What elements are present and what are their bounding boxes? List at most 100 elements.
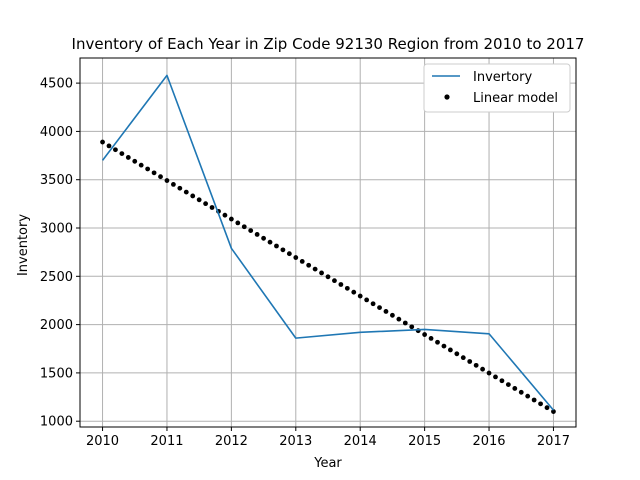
- linear-model-point: [370, 301, 376, 307]
- linear-model-point: [551, 409, 556, 414]
- linear-model-point: [351, 289, 357, 295]
- y-tick-label: 4500: [40, 77, 73, 92]
- x-tick-label: 2015: [408, 434, 441, 449]
- series-layer: [100, 74, 556, 414]
- linear-model-point: [422, 332, 428, 337]
- linear-model-point: [447, 347, 453, 353]
- linear-model-point: [145, 166, 151, 172]
- linear-model-point: [357, 293, 363, 299]
- linear-model-point: [125, 155, 131, 160]
- linear-model-point: [332, 278, 337, 284]
- x-axis-label: Year: [313, 456, 342, 471]
- linear-model-point: [261, 235, 266, 241]
- ticks: 2010 2011 2012 2013 2014 2015 2016 2017 1000 1500…: [40, 77, 570, 449]
- linear-model-point: [383, 309, 389, 314]
- linear-model-point: [428, 335, 434, 341]
- linear-model-point: [190, 193, 196, 199]
- linear-model-point: [377, 305, 382, 310]
- x-tick-label: 2011: [150, 434, 183, 449]
- linear-model-point: [299, 258, 305, 264]
- linear-model-point: [518, 389, 524, 395]
- grid: [80, 58, 576, 427]
- linear-model-point: [183, 189, 189, 195]
- x-tick-label: 2013: [279, 434, 312, 449]
- legend-box: [423, 63, 571, 113]
- x-tick-label: 2010: [86, 434, 119, 449]
- y-tick-label: 2000: [40, 318, 73, 333]
- linear-model-point: [325, 274, 331, 280]
- linear-model-point: [493, 374, 498, 380]
- linear-model-point: [531, 397, 537, 403]
- linear-model-point: [512, 386, 518, 391]
- y-tick-label: 3000: [40, 222, 73, 237]
- linear-model-point: [158, 174, 163, 180]
- y-axis-label: Inventory: [16, 214, 31, 276]
- linear-model-point: [132, 158, 138, 164]
- linear-model-point: [460, 355, 466, 361]
- linear-model-point: [254, 232, 260, 237]
- linear-model-point: [364, 297, 370, 303]
- x-tick-label: 2017: [537, 434, 570, 449]
- legend: Invertory Linear model: [423, 63, 571, 113]
- linear-model-point: [435, 339, 440, 345]
- linear-model-point: [473, 362, 479, 368]
- linear-model-point: [248, 228, 254, 233]
- linear-model-point: [209, 205, 215, 210]
- linear-model-point: [293, 255, 299, 260]
- linear-model-point: [100, 139, 105, 145]
- linear-model-point: [312, 266, 318, 272]
- linear-model-point: [228, 216, 234, 222]
- linear-model-point: [267, 239, 273, 245]
- linear-model-point: [113, 147, 118, 153]
- chart-title: Inventory of Each Year in Zip Code 92130…: [72, 35, 585, 53]
- legend-dot-swatch: [444, 94, 450, 100]
- linear-model-point: [402, 320, 408, 326]
- x-tick-label: 2016: [472, 434, 505, 449]
- linear-model-point: [480, 366, 485, 372]
- linear-model-point: [538, 401, 543, 407]
- linear-model-point: [235, 220, 241, 226]
- linear-model-point: [203, 201, 209, 207]
- linear-model-point: [222, 212, 228, 218]
- x-tick-label: 2014: [344, 434, 377, 449]
- linear-model-point: [164, 178, 170, 183]
- linear-model-point: [409, 324, 415, 330]
- y-tick-label: 4000: [40, 125, 73, 140]
- linear-model-point: [505, 382, 511, 387]
- linear-model-point: [106, 143, 112, 149]
- plot-frame: [79, 57, 577, 428]
- linear-model-point: [196, 197, 202, 203]
- linear-model-point: [338, 282, 344, 287]
- linear-model-point: [344, 285, 350, 291]
- legend-label-invertory: Invertory: [473, 70, 533, 85]
- y-tick-label: 2500: [40, 270, 73, 285]
- linear-model-point: [274, 243, 279, 249]
- linear-model-point: [280, 247, 286, 253]
- linear-model-point: [467, 359, 473, 364]
- x-tick-label: 2012: [215, 434, 248, 449]
- linear-model-point: [441, 343, 447, 349]
- linear-model-point: [171, 181, 176, 187]
- linear-model-point: [119, 151, 125, 156]
- linear-model-point: [177, 185, 183, 191]
- y-tick-label: 1000: [40, 415, 73, 430]
- y-tick-label: 1500: [40, 366, 73, 381]
- linear-model-point: [544, 405, 550, 411]
- linear-model-point: [486, 370, 492, 376]
- linear-model-point: [396, 316, 402, 322]
- y-tick-label: 3500: [40, 173, 73, 188]
- legend-label-linear-model: Linear model: [473, 91, 558, 106]
- linear-model-point: [286, 251, 292, 257]
- linear-model-point: [499, 378, 505, 384]
- linear-model-point: [241, 224, 247, 230]
- invertory-series-line: [101, 74, 555, 411]
- linear-model-point: [454, 351, 460, 357]
- linear-model-point: [390, 312, 395, 318]
- linear-model-point: [319, 270, 324, 276]
- linear-model-point: [151, 170, 157, 176]
- linear-model-point: [525, 393, 531, 399]
- linear-model-point: [306, 262, 312, 268]
- linear-model-point: [138, 162, 144, 168]
